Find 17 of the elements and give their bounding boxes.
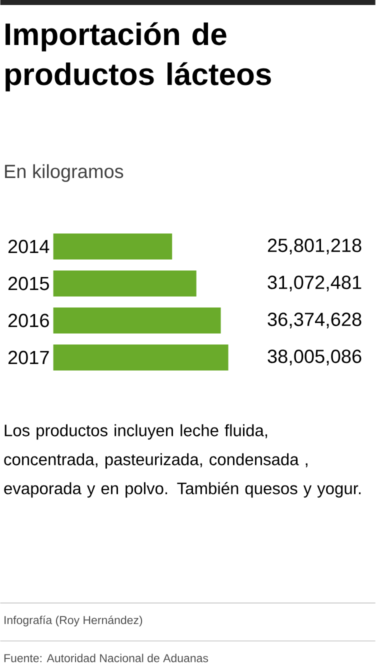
text: Infografía (Roy Hernández) [4, 616, 142, 626]
source-note: Fuente: Autoridad Nacional de Aduanas [4, 654, 208, 662]
bar [54, 234, 172, 260]
bar [54, 344, 228, 371]
y-tick-label: 2017 [8, 350, 50, 364]
text: Los productos incluyen leche fluida, concentrada, pasteurizada, condensada , evaporada y en polvo. También quesos y yogur. [4, 424, 361, 498]
chart-subtitle: En kilogramos [5, 164, 124, 182]
bar [54, 270, 197, 297]
y-tick-label: 2014 [8, 240, 50, 254]
data-label: 38,005,086 [268, 350, 362, 366]
data-label: 31,072,481 [268, 276, 362, 292]
chart-title: Importación de productos lácteos [6, 22, 272, 92]
bar [54, 308, 221, 334]
data-label: 25,801,218 [268, 238, 362, 254]
y-tick-label: 2016 [8, 314, 50, 328]
data-label: 36,374,628 [268, 312, 362, 328]
y-tick-label: 2015 [8, 276, 50, 290]
